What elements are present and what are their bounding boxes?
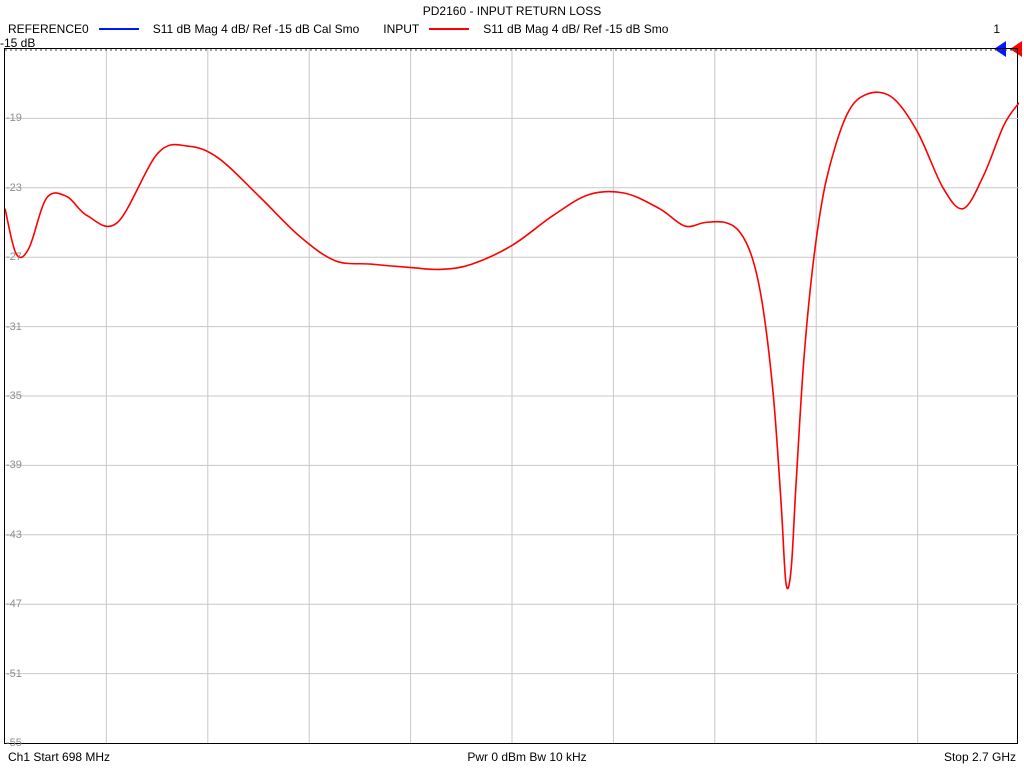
footer-stop: Stop 2.7 GHz bbox=[944, 750, 1016, 764]
y-tick-label: -43 bbox=[6, 529, 22, 541]
y-tick-label: -27 bbox=[6, 251, 22, 263]
legend-trace2-name: INPUT bbox=[383, 22, 419, 36]
y-tick-label: -39 bbox=[6, 459, 22, 471]
legend: REFERENCE0 S11 dB Mag 4 dB/ Ref -15 dB C… bbox=[8, 22, 1016, 36]
chart-title: PD2160 - INPUT RETURN LOSS bbox=[0, 4, 1024, 18]
y-tick-label: -35 bbox=[6, 390, 22, 402]
y-tick-label: -47 bbox=[6, 598, 22, 610]
legend-trace2-desc: S11 dB Mag 4 dB/ Ref -15 dB Smo bbox=[483, 22, 668, 36]
legend-trace1-desc: S11 dB Mag 4 dB/ Ref -15 dB Cal Smo bbox=[153, 22, 360, 36]
marker-number: 1 bbox=[993, 22, 1000, 36]
y-tick-label: -19 bbox=[6, 112, 22, 124]
legend-trace1-name: REFERENCE0 bbox=[8, 22, 89, 36]
y-tick-label: -51 bbox=[6, 668, 22, 680]
y-tick-label: -55 bbox=[6, 737, 22, 749]
chart-svg bbox=[5, 49, 1019, 743]
footer-start: Ch1 Start 698 MHz bbox=[8, 750, 110, 764]
footer-power-bw: Pwr 0 dBm Bw 10 kHz bbox=[467, 750, 586, 764]
chart-plot-area bbox=[4, 48, 1018, 744]
legend-trace1-swatch bbox=[99, 28, 139, 30]
y-tick-label: -23 bbox=[6, 182, 22, 194]
y-tick-label: -31 bbox=[6, 321, 22, 333]
legend-trace2-swatch bbox=[429, 28, 469, 30]
chart-footer: Ch1 Start 698 MHz Pwr 0 dBm Bw 10 kHz St… bbox=[8, 750, 1016, 764]
